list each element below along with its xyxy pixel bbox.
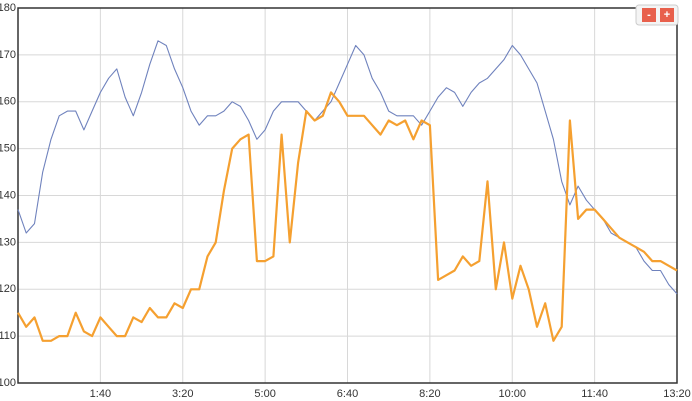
x-tick-label: 1:40: [90, 388, 111, 400]
x-tick-label: 10:00: [498, 388, 526, 400]
zoom-in-button[interactable]: [660, 8, 674, 22]
x-tick-label: 8:20: [419, 388, 440, 400]
zoom-control: - +: [635, 4, 679, 26]
series-line: [17, 91, 678, 342]
x-tick-label: 11:40: [581, 388, 608, 400]
x-tick-label: 13:20: [663, 388, 691, 400]
x-tick-label: 3:20: [172, 388, 193, 400]
plot-frame: [17, 7, 678, 384]
zoom-out-label[interactable]: -: [647, 9, 651, 21]
y-tick-label: 170: [0, 49, 16, 61]
y-tick-label: 120: [0, 283, 16, 295]
y-tick-label: 100: [0, 377, 16, 389]
y-tick-label: 160: [0, 96, 16, 108]
zoom-in-label[interactable]: +: [664, 9, 670, 21]
y-tick-label: 110: [0, 330, 16, 342]
y-tick-label: 180: [0, 2, 16, 14]
x-tick-label: 6:40: [337, 388, 358, 400]
y-tick-label: 150: [0, 143, 16, 155]
y-tick-label: 130: [0, 236, 16, 248]
y-tick-label: 140: [0, 189, 16, 201]
x-tick-label: 5:00: [254, 388, 275, 400]
zoom-out-button[interactable]: [642, 8, 656, 22]
